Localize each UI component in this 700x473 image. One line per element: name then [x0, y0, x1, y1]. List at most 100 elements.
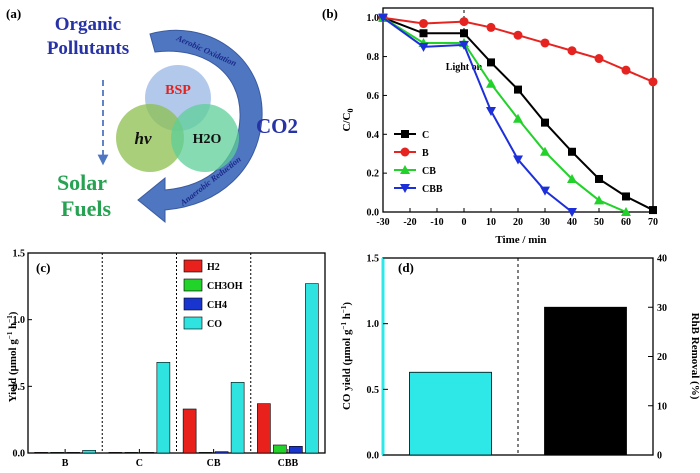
cycle-arrow [137, 29, 263, 224]
fuels-text: Fuels [61, 196, 112, 221]
panel-b-xtick-label: -20 [403, 217, 416, 228]
panel-c-xtick-label: C [136, 458, 143, 469]
panel-b-xtick-label: 60 [621, 217, 631, 228]
panel-d-left-tick-label: 0.5 [367, 385, 380, 396]
point-B [459, 17, 469, 27]
point-CBB [540, 186, 550, 196]
point-C [649, 206, 657, 215]
panel-c-xtick-label: CBB [278, 458, 299, 469]
hv-circle [116, 104, 184, 172]
panel-c-ytick-label: 0.5 [13, 382, 26, 393]
point-B [567, 46, 577, 56]
point-B [621, 65, 631, 75]
point-CB [513, 113, 523, 123]
panel-b-ytick-label: 0.6 [367, 91, 380, 102]
bar-CB-CH3OH [198, 452, 213, 454]
panel-b-ytick-label: 0.2 [367, 169, 380, 180]
panel-b-xtick-label: 0 [462, 217, 467, 228]
panel-b: (b) -30 -20 -10 0 10 20 30 40 50 60 70 0.0 0.2 0.4 0.6… [322, 6, 658, 246]
panel-d-ylabel-right: RhB Removal (%) [689, 313, 700, 400]
point-C [622, 192, 630, 201]
point-C [514, 85, 522, 94]
panel-b-xtick-label: 10 [486, 217, 496, 228]
point-B [540, 38, 550, 48]
h2o-circle [171, 104, 239, 172]
series-line-B [382, 16, 654, 83]
hv-text: hν [135, 129, 152, 148]
panel-c-plot: 0.0 0.5 1.0 1.5 B C CB CBB H2 CH3OH CH4 CO [13, 249, 326, 469]
bar-C-CH4 [140, 452, 155, 454]
point-B [594, 54, 604, 64]
panel-c-ytick-label: 0.0 [13, 449, 26, 460]
bar-CB-H2 [182, 408, 197, 454]
point-CBB [418, 42, 429, 52]
point-CB [486, 78, 496, 88]
bar-B-H2 [34, 452, 48, 454]
legend-label-CO: CO [207, 319, 222, 330]
legend-label-CH3OH: CH3OH [207, 281, 243, 292]
point-C [419, 29, 428, 38]
panel-a-label: (a) [6, 6, 21, 21]
panel-c-ytick-label: 1.0 [13, 315, 26, 326]
panel-c-xtick-label: B [62, 458, 69, 469]
legend-label-C: C [422, 130, 429, 141]
co2-text: CO2 [256, 114, 298, 138]
point-B [648, 77, 658, 87]
series-line-C [382, 16, 654, 211]
legend-marker-C [401, 130, 409, 138]
panel-a: (a) Organic Pollutants Aerobic Oxidation… [6, 6, 298, 224]
bar-CBB-CO [305, 283, 319, 454]
h2o-text: H2O [193, 132, 222, 147]
point-B [486, 22, 496, 32]
point-B [513, 30, 523, 40]
bar-C-CH3OH [124, 452, 139, 454]
legend-label-CBB: CBB [422, 184, 443, 195]
panel-d-right-tick-label: 40 [657, 254, 667, 265]
panel-c: (c) 0.0 0.5 1.0 1.5 B C CB CBB H2 CH3OH CH4 CO Yiel… [6, 249, 326, 469]
point-CBB [567, 208, 577, 217]
panel-b-xtick-label: 50 [594, 217, 604, 228]
bar-co-yield [409, 371, 492, 456]
bar-B-CH4 [66, 452, 80, 454]
point-CBB [459, 40, 469, 50]
legend-marker-CB [400, 165, 410, 174]
panel-c-xtick-label: CB [207, 458, 221, 469]
panel-b-xtick-label: 40 [567, 217, 577, 228]
panel-b-xlabel: Time / min [495, 234, 546, 246]
bar-B-CH3OH [50, 452, 64, 454]
solar-text: Solar [57, 170, 107, 195]
bsp-text: BSP [165, 83, 191, 98]
panel-b-ytick-label: 0.0 [367, 208, 380, 219]
panel-d-right-tick-label: 30 [657, 303, 667, 314]
panel-d-ylabel-left: CO yield (μmol g−1 h−1) [340, 302, 353, 410]
legend-swatch-CO [183, 316, 203, 330]
legend-label-CH4: CH4 [207, 300, 227, 311]
point-CB [594, 195, 604, 205]
legend-label-CB: CB [422, 166, 436, 177]
bar-rhb-removal [544, 306, 627, 456]
point-CB [540, 146, 550, 156]
point-C [487, 58, 495, 67]
panel-b-ylabel: C/C0 [341, 109, 355, 132]
bar-CBB-H2 [257, 403, 271, 454]
legend-label-B: B [422, 148, 429, 159]
bar-CBB-CH3OH [273, 444, 287, 454]
panel-d: (d) 0.0 0.5 1.0 1.5 0 10 20 30 40 CO yield (μmol… [340, 254, 700, 462]
panel-b-label: (b) [322, 6, 338, 21]
legend-marker-CBB [400, 184, 410, 193]
legend-swatch-CH3OH [183, 278, 203, 292]
point-C [568, 147, 576, 156]
legend-swatch-H2 [183, 259, 203, 273]
bar-CB-CH4 [214, 451, 229, 454]
bar-B-CO [82, 450, 96, 454]
point-CB [621, 207, 631, 216]
organic-text: Organic [55, 14, 122, 35]
panel-b-xtick-label: -30 [376, 217, 389, 228]
point-B [419, 19, 428, 29]
point-CBB [378, 13, 388, 23]
point-C [541, 118, 549, 127]
panel-b-ytick-label: 0.4 [367, 130, 380, 141]
point-CBB [486, 106, 496, 116]
panel-d-right-tick-label: 0 [657, 451, 662, 462]
panel-d-left-tick-label: 0.0 [367, 451, 380, 462]
